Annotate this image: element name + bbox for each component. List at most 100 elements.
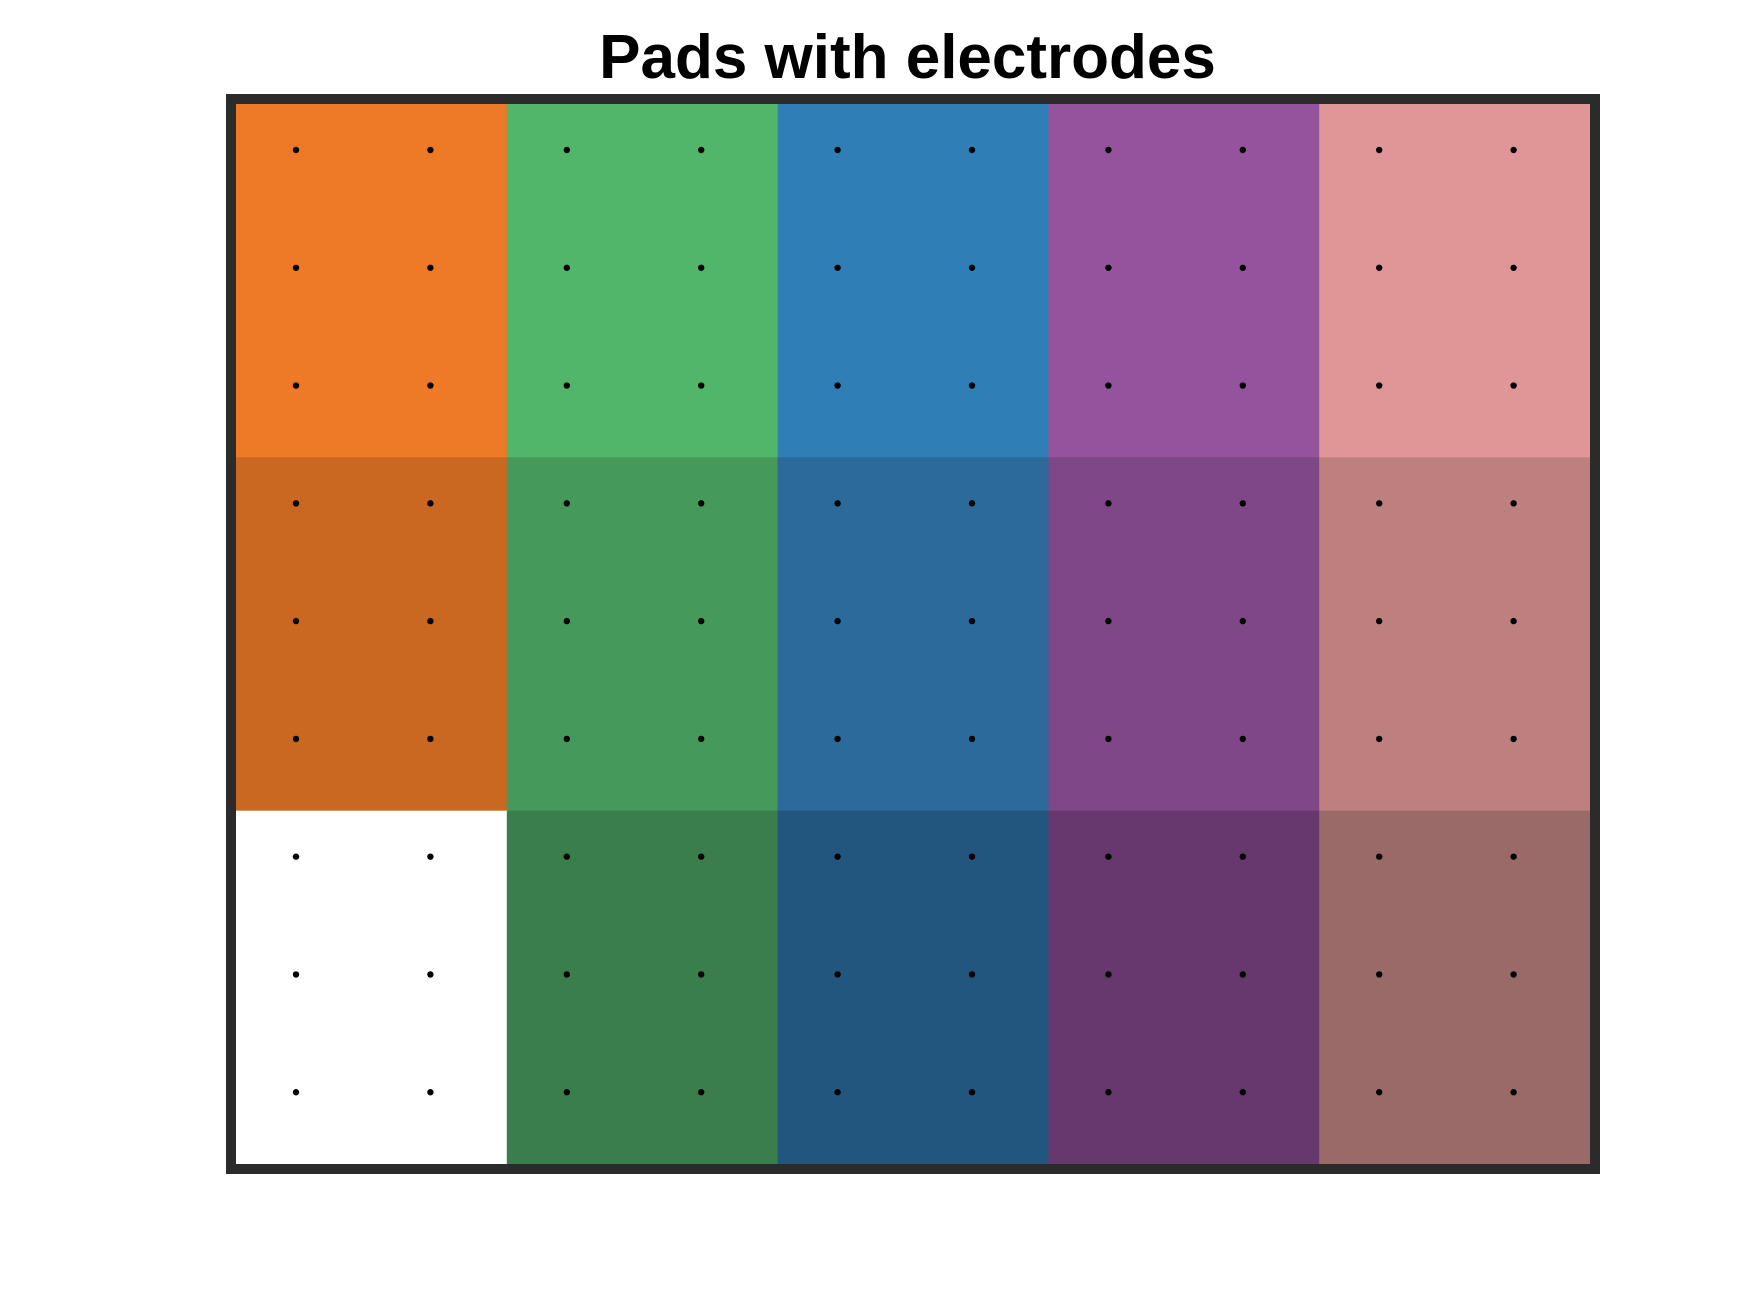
- plot-frame: [226, 94, 1600, 1174]
- electrode-dot: [834, 1089, 841, 1096]
- electrode-dot: [563, 382, 570, 389]
- pad-r3-c2: [506, 810, 779, 1165]
- electrode-dot: [427, 146, 434, 154]
- electrode-dot: [1376, 382, 1383, 389]
- electrode-dot: [1239, 853, 1247, 860]
- electrode-dot: [968, 264, 976, 271]
- electrode-dot: [427, 1089, 434, 1096]
- electrode-dot: [968, 617, 976, 625]
- pad-r1-c1: [236, 104, 508, 458]
- electrode-dot: [1376, 971, 1383, 978]
- electrode-dot: [968, 971, 976, 978]
- electrode-dot: [1239, 971, 1247, 978]
- electrode-dot: [1376, 735, 1383, 743]
- electrode-dot: [1510, 382, 1517, 389]
- pad-r2-c2: [506, 457, 779, 812]
- pad-r2-c4: [1048, 457, 1320, 812]
- electrode-dot: [968, 382, 976, 389]
- electrode-dot: [1376, 617, 1383, 625]
- electrode-dot: [292, 971, 300, 978]
- electrode-dot: [1105, 264, 1112, 271]
- electrode-dot: [1105, 1089, 1112, 1096]
- pad-r1-c4: [1048, 104, 1320, 458]
- electrode-dot: [1510, 853, 1517, 860]
- electrode-dot: [1105, 735, 1112, 743]
- electrode-dot: [834, 617, 841, 625]
- electrode-dot: [834, 971, 841, 978]
- pad-r1-c2: [506, 104, 779, 458]
- electrode-dot: [968, 853, 976, 860]
- electrode-dot: [1376, 1089, 1383, 1096]
- electrode-dot: [427, 971, 434, 978]
- electrode-dot: [563, 146, 570, 154]
- electrode-dot: [698, 146, 705, 154]
- electrode-dot: [834, 500, 841, 507]
- electrode-dot: [698, 264, 705, 271]
- pad-r3-c4: [1048, 810, 1320, 1165]
- electrode-dot: [698, 735, 705, 743]
- pad-r3-c5: [1319, 810, 1591, 1165]
- pad-r2-c5: [1319, 457, 1591, 812]
- pad-r1-c3: [777, 104, 1049, 458]
- electrode-dot: [427, 264, 434, 271]
- electrode-dot: [834, 264, 841, 271]
- electrode-dot: [1239, 382, 1247, 389]
- electrode-dot: [1510, 971, 1517, 978]
- electrode-dot: [563, 1089, 570, 1096]
- electrode-dot: [292, 617, 300, 625]
- electrode-dot: [563, 971, 570, 978]
- electrode-dot: [1239, 735, 1247, 743]
- electrode-dot: [427, 735, 434, 743]
- electrode-dot: [292, 853, 300, 860]
- electrode-dot: [698, 617, 705, 625]
- electrode-dot: [834, 735, 841, 743]
- electrode-dot: [1239, 264, 1247, 271]
- electrode-dot: [1105, 382, 1112, 389]
- electrode-dot: [1376, 264, 1383, 271]
- pad-r2-c1: [236, 457, 508, 812]
- electrode-dot: [1510, 1089, 1517, 1096]
- electrode-dot: [563, 500, 570, 507]
- electrode-dot: [1105, 500, 1112, 507]
- electrode-dot: [1105, 853, 1112, 860]
- electrode-dot: [968, 146, 976, 154]
- electrode-dot: [563, 264, 570, 271]
- electrode-dot: [1376, 146, 1383, 154]
- pad-r2-c3: [777, 457, 1049, 812]
- electrode-dot: [1510, 500, 1517, 507]
- electrode-dot: [292, 264, 300, 271]
- electrode-dot: [292, 735, 300, 743]
- pad-r3-c1: [236, 810, 508, 1165]
- electrode-dot: [563, 617, 570, 625]
- electrode-dot: [834, 382, 841, 389]
- electrode-dot: [292, 1089, 300, 1096]
- electrode-dot: [1376, 853, 1383, 860]
- electrode-dot: [1105, 971, 1112, 978]
- electrode-dot: [968, 735, 976, 743]
- electrode-dot: [698, 500, 705, 507]
- electrode-dot: [427, 617, 434, 625]
- electrode-dot: [563, 735, 570, 743]
- electrode-dot: [292, 382, 300, 389]
- electrode-dot: [1239, 1089, 1247, 1096]
- electrode-dot: [563, 853, 570, 860]
- pad-r3-c3: [777, 810, 1049, 1165]
- chart-title: Pads with electrodes: [599, 23, 1216, 92]
- electrode-dot: [698, 1089, 705, 1096]
- electrode-dot: [1510, 264, 1517, 271]
- electrode-dot: [698, 971, 705, 978]
- electrode-dot: [1239, 146, 1247, 154]
- electrode-dot: [427, 382, 434, 389]
- electrode-dot: [1105, 146, 1112, 154]
- pads-layer: [236, 104, 1591, 1165]
- electrode-dot: [427, 853, 434, 860]
- electrode-dot: [1376, 500, 1383, 507]
- electrode-dot: [292, 146, 300, 154]
- electrode-dot: [968, 1089, 976, 1096]
- electrode-dot: [698, 853, 705, 860]
- electrode-dot: [1510, 617, 1517, 625]
- electrode-dot: [968, 500, 976, 507]
- electrode-dot: [1510, 735, 1517, 743]
- electrode-dot: [427, 500, 434, 507]
